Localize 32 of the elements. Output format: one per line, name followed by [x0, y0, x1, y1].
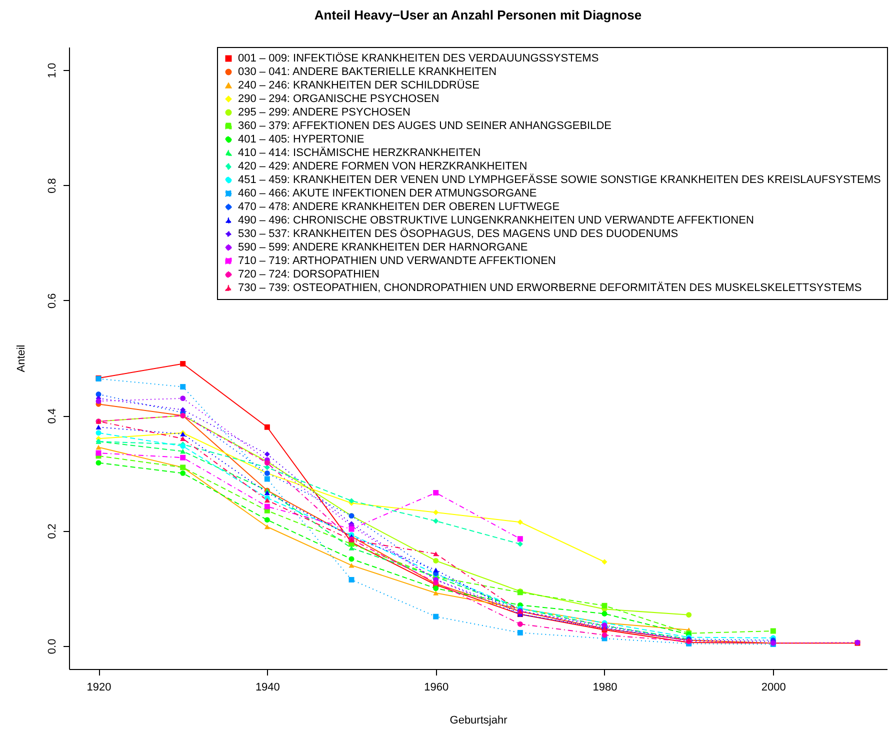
legend-label: 240 – 246: KRANKHEITEN DER SCHILDDRÜSE: [238, 78, 480, 92]
y-tick-label: 0.4: [46, 408, 58, 424]
legend-label: 001 – 009: INFEKTIÖSE KRANKHEITEN DES VERDAUUNGSSYSTEMS: [238, 52, 599, 64]
x-tick-label: 1960: [424, 682, 449, 694]
legend-label: 420 – 429: ANDERE FORMEN VON HERZKRANKHEITEN: [238, 160, 528, 172]
y-tick-label: 0.2: [46, 524, 58, 539]
legend-label: 360 – 379: AFFEKTIONEN DES AUGES UND SEINER ANHANGSGEBILDE: [238, 120, 612, 132]
x-axis-title: Geburtsjahr: [450, 714, 508, 726]
y-tick-label: 0.8: [46, 178, 58, 194]
chart-title: Anteil Heavy−User an Anzahl Personen mit Diagnose: [314, 8, 642, 22]
legend-label: 030 – 041: ANDERE BAKTERIELLE KRANKHEITEN: [238, 66, 497, 78]
legend-label: 730 – 739: OSTEOPATHIEN, CHONDROPATHIEN UND ERWORBERNE DEFORMITÄTEN DES MUSKELSKELETTSYSTEMS: [238, 281, 862, 294]
x-tick-label: 1940: [255, 682, 280, 694]
legend-label: 290 – 294: ORGANISCHE PSYCHOSEN: [238, 93, 440, 105]
legend-label: 410 – 414: ISCHÄMISCHE HERZKRANKHEITEN: [238, 146, 481, 159]
legend-label: 720 – 724: DORSOPATHIEN: [238, 268, 380, 280]
legend-label: 460 – 466: AKUTE INFEKTIONEN DER ATMUNGSORGANE: [238, 188, 537, 200]
legend-label: 710 – 719: ARTHOPATHIEN UND VERWANDTE AFFEKTIONEN: [238, 255, 556, 267]
legend-label: 490 – 496: CHRONISCHE OBSTRUKTIVE LUNGENKRANKHEITEN UND VERWANDTE AFFEKTIONEN: [238, 214, 754, 226]
legend-label: 401 – 405: HYPERTONIE: [238, 134, 364, 146]
y-tick-label: 0.6: [46, 293, 58, 309]
y-axis-title: Anteil: [16, 344, 28, 372]
legend-label: 590 – 599: ANDERE KRANKHEITEN DER HARNORGANE: [238, 242, 528, 254]
x-tick-label: 1920: [86, 682, 112, 694]
legend-label: 451 – 459: KRANKHEITEN DER VENEN UND LYMPHGEFÄSSE SOWIE SONSTIGE KRANKHEITEN DES KREISLAUFSYSTEMS: [238, 173, 881, 186]
legend-label: 470 – 478: ANDERE KRANKHEITEN DER OBEREN LUFTWEGE: [238, 201, 560, 213]
y-tick-label: 0.0: [46, 638, 58, 654]
x-tick-label: 2000: [761, 682, 786, 694]
legend-label: 295 – 299: ANDERE PSYCHOSEN: [238, 106, 410, 118]
y-tick-label: 1.0: [46, 62, 58, 78]
legend-label: 530 – 537: KRANKHEITEN DES ÖSOPHAGUS, DES MAGENS UND DES DUODENUMS: [238, 227, 678, 240]
x-tick-label: 1980: [592, 682, 618, 694]
